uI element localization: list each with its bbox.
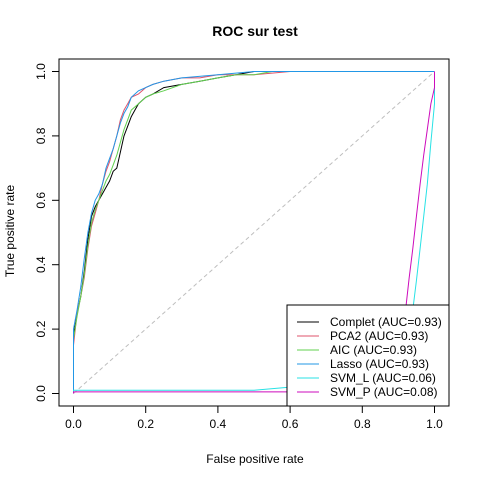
legend-label-5: SVM_P (AUC=0.08)	[330, 385, 438, 399]
legend-label-4: SVM_L (AUC=0.06)	[330, 371, 436, 385]
y-tick-label-5: 1.0	[34, 63, 48, 80]
x-tick-label-4: 0.8	[354, 417, 371, 431]
chart-title: ROC sur test	[212, 23, 298, 39]
chart-marks: 0.0 0.2 0.4 0.6 0.8 1.0 0.0 0.2 0.4 0.6 0.8 1.0 Comp…	[34, 58, 450, 431]
legend-label-1: PCA2 (AUC=0.93)	[330, 329, 428, 343]
y-tick-label-3: 0.6	[34, 192, 48, 209]
y-tick-label-2: 0.4	[34, 256, 48, 273]
legend-label-2: AIC (AUC=0.93)	[330, 343, 417, 357]
series-line-2	[73, 71, 435, 394]
legend-label-3: Lasso (AUC=0.93)	[330, 357, 429, 371]
y-tick-label-0: 0.0	[34, 385, 48, 402]
x-tick-label-3: 0.6	[282, 417, 299, 431]
y-axis-label: True positive rate	[3, 185, 17, 278]
legend-label-0: Complet (AUC=0.93)	[330, 315, 442, 329]
x-axis-label: False positive rate	[206, 452, 304, 466]
x-tick-label-0: 0.0	[65, 417, 82, 431]
y-tick-label-4: 0.8	[34, 127, 48, 144]
x-tick-label-2: 0.4	[210, 417, 227, 431]
x-tick-label-5: 1.0	[426, 417, 443, 431]
x-tick-label-1: 0.2	[137, 417, 154, 431]
series-line-3	[73, 71, 435, 394]
diagonal-reference-line	[73, 71, 435, 394]
y-tick-label-1: 0.2	[34, 320, 48, 337]
